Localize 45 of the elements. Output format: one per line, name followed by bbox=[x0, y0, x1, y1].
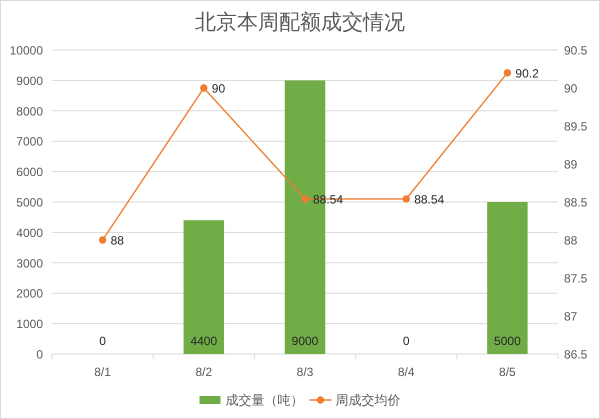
data-label: 90.2 bbox=[515, 66, 539, 80]
x-tick-label: 8/1 bbox=[94, 365, 112, 379]
y2-tick-label: 89.5 bbox=[564, 120, 588, 134]
point bbox=[200, 84, 208, 92]
y2-tick-label: 87 bbox=[564, 310, 578, 324]
y-tick-label: 1000 bbox=[16, 317, 44, 332]
data-label: 88.54 bbox=[313, 192, 344, 206]
y2-tick-label: 86.5 bbox=[564, 348, 588, 362]
y2-tick-label: 90.5 bbox=[564, 44, 588, 58]
data-label: 88.54 bbox=[414, 192, 444, 206]
point bbox=[504, 69, 512, 76]
y-tick-label: 6000 bbox=[16, 165, 44, 180]
x-tick-label: 8/5 bbox=[499, 365, 516, 379]
y-tick-label: 4000 bbox=[16, 226, 44, 240]
y-tick-label: 0 bbox=[36, 348, 44, 362]
y-tick-label: 3000 bbox=[16, 256, 44, 270]
y2-tick-label: 87.5 bbox=[564, 272, 588, 286]
bar bbox=[487, 202, 528, 354]
data-label: 90 bbox=[212, 82, 226, 96]
y-tick-label: 8000 bbox=[16, 104, 44, 118]
y-tick-label: 5000 bbox=[16, 196, 44, 210]
legend-label: 周成交均价 bbox=[336, 392, 400, 408]
y2-tick-label: 90 bbox=[564, 82, 578, 96]
data-label: 4400 bbox=[190, 334, 218, 348]
data-label: 88 bbox=[110, 234, 124, 248]
chart-title: 北京本周配额成交情况 bbox=[195, 11, 405, 34]
y2-tick-label: 89 bbox=[564, 158, 578, 172]
bar bbox=[184, 220, 224, 354]
legend-label: 成交量（吨） bbox=[226, 392, 304, 408]
y-tick-label: 10000 bbox=[10, 44, 44, 58]
y-tick-label: 2000 bbox=[16, 286, 44, 301]
data-label: 5000 bbox=[494, 334, 521, 348]
y-tick-label: 7000 bbox=[16, 134, 44, 149]
data-label: 9000 bbox=[292, 334, 318, 348]
point bbox=[98, 236, 106, 244]
point bbox=[301, 195, 309, 203]
point bbox=[402, 195, 410, 203]
x-tick-label: 8/2 bbox=[195, 365, 212, 379]
y2-tick-label: 88 bbox=[564, 234, 578, 248]
data-label: 0 bbox=[99, 334, 106, 348]
x-tick-label: 8/3 bbox=[296, 365, 314, 379]
y-tick-label: 9000 bbox=[16, 74, 44, 88]
y2-tick-label: 88.5 bbox=[564, 196, 588, 210]
x-tick-label: 8/4 bbox=[398, 365, 415, 379]
data-label: 0 bbox=[402, 334, 410, 348]
